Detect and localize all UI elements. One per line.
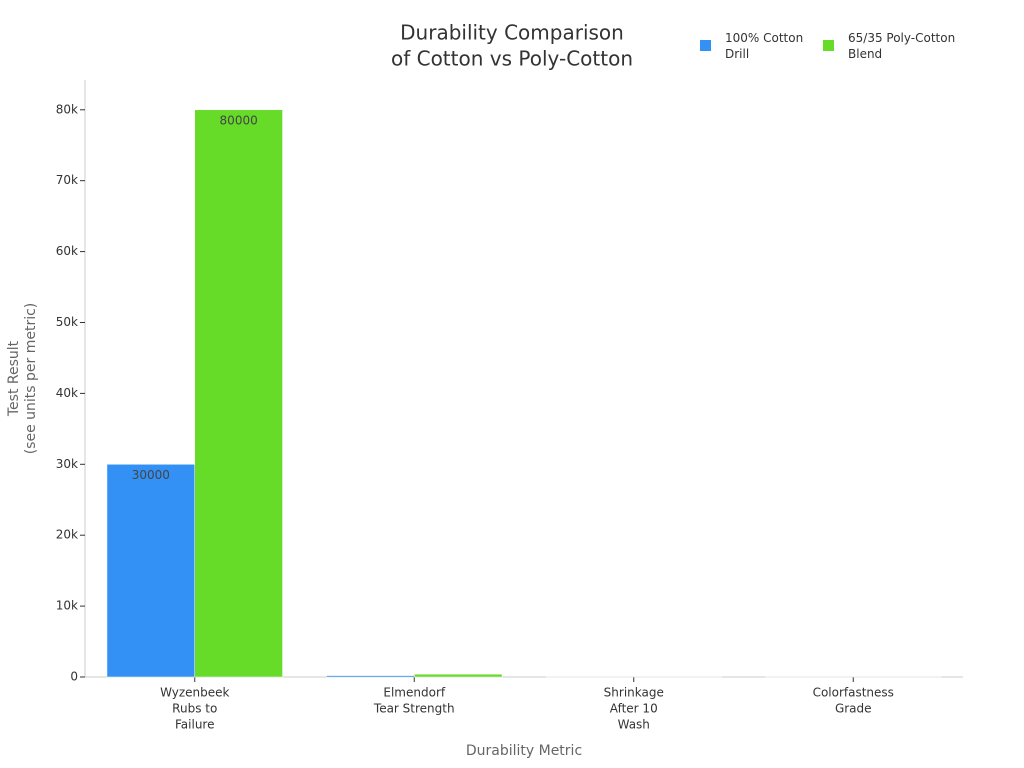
x-tick-label: Shrinkage xyxy=(604,686,664,700)
legend-item: 65/35 Poly-Cotton Blend xyxy=(823,30,960,62)
data-label: 80000 xyxy=(220,113,258,127)
chart-title: of Cotton vs Poly-Cotton xyxy=(391,47,633,71)
y-tick-label: 80k xyxy=(56,102,78,116)
x-tick-label: Failure xyxy=(175,718,214,732)
data-label: 30000 xyxy=(132,468,170,482)
y-tick-label: 40k xyxy=(56,386,78,400)
y-axis-label: Test Result xyxy=(6,340,22,417)
bar xyxy=(106,464,195,678)
legend-swatch xyxy=(700,40,711,51)
legend-label: 65/35 Poly-Cotton Blend xyxy=(848,31,956,61)
y-tick-label: 50k xyxy=(56,315,78,329)
y-tick-label: 20k xyxy=(56,528,78,542)
bar xyxy=(326,675,415,678)
legend-swatch xyxy=(823,40,834,51)
bar xyxy=(194,109,283,678)
y-tick-label: 10k xyxy=(56,599,78,613)
y-tick-label: 60k xyxy=(56,244,78,258)
y-axis-label: (see units per metric) xyxy=(23,303,39,455)
legend-label: 100% Cotton Drill xyxy=(725,31,804,61)
x-tick-label: Tear Strength xyxy=(373,702,455,716)
x-tick-label: Wyzenbeek xyxy=(160,686,229,700)
legend: 100% Cotton Drill 65/35 Poly-Cotton Blend xyxy=(700,30,960,62)
x-tick-label: Grade xyxy=(835,702,872,716)
y-tick-label: 70k xyxy=(56,173,78,187)
x-tick-label: Elmendorf xyxy=(383,686,445,700)
y-tick-label: 30k xyxy=(56,457,78,471)
bar xyxy=(414,673,503,678)
y-tick-label: 0 xyxy=(70,670,78,684)
x-axis-label: Durability Metric xyxy=(466,743,582,759)
legend-item: 100% Cotton Drill xyxy=(700,30,805,62)
chart-title: Durability Comparison xyxy=(400,21,624,45)
x-tick-label: Wash xyxy=(618,718,650,732)
x-tick-label: Colorfastness xyxy=(813,686,894,700)
x-tick-label: After 10 xyxy=(610,702,658,716)
x-tick-label: Rubs to xyxy=(172,702,217,716)
